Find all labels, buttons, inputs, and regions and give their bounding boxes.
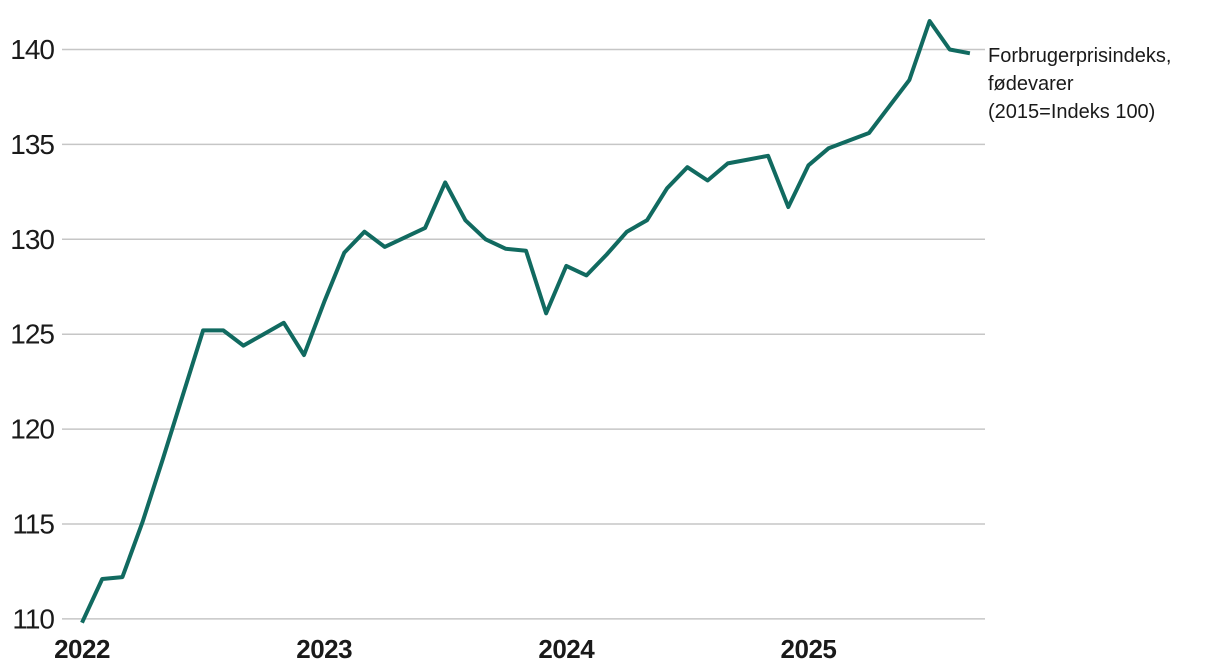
x-axis-year-label: 2022 <box>54 634 110 664</box>
series-legend: Forbrugerprisindeks, fødevarer (2015=Ind… <box>988 42 1220 126</box>
legend-line-2: fødevarer <box>988 73 1074 95</box>
price-index-line <box>80 19 971 624</box>
y-axis-tick-label: 110 <box>12 603 54 634</box>
y-axis-tick-label: 125 <box>10 319 54 350</box>
y-axis-tick-label: 120 <box>10 414 54 445</box>
y-axis-tick-label: 135 <box>10 129 54 160</box>
x-axis-year-label: 2025 <box>781 634 837 664</box>
x-axis-year-label: 2024 <box>538 634 595 664</box>
x-axis-year-label: 2023 <box>296 634 352 664</box>
legend-line-1: Forbrugerprisindeks, <box>988 45 1172 67</box>
y-axis-tick-label: 140 <box>10 34 54 65</box>
legend-line-3: (2015=Indeks 100) <box>988 101 1156 123</box>
y-axis-tick-label: 115 <box>12 509 54 540</box>
y-axis-tick-label: 130 <box>10 224 54 255</box>
